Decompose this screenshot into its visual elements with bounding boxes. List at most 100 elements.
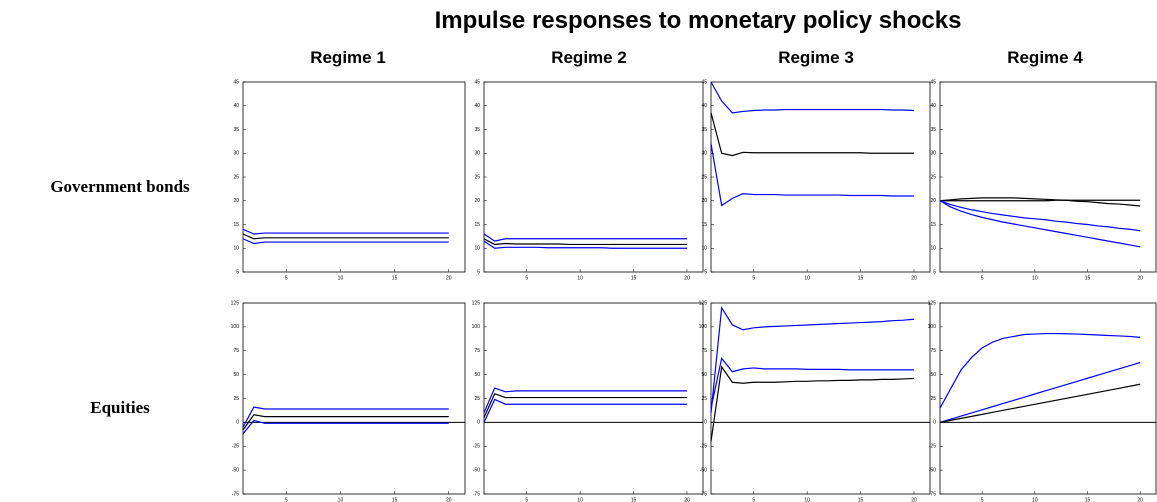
y-tick-label: 100	[928, 324, 937, 330]
y-tick-label: 10	[474, 246, 480, 252]
series-line	[242, 414, 449, 431]
y-tick-label: 0	[477, 420, 480, 426]
y-tick-label: 10	[930, 246, 936, 252]
y-tick-label: 30	[930, 151, 936, 157]
y-tick-label: -50	[929, 467, 936, 473]
x-tick-label: 10	[804, 275, 810, 281]
x-tick-label: 10	[577, 497, 583, 502]
series-line	[710, 357, 914, 409]
x-tick-label: 15	[1085, 497, 1091, 502]
y-tick-label: 30	[474, 151, 480, 157]
series-line	[483, 238, 687, 246]
series-line	[939, 200, 1141, 248]
y-tick-label: 100	[231, 324, 240, 330]
x-tick-label: 15	[1085, 275, 1091, 281]
series-line	[483, 387, 687, 414]
y-tick-label: 10	[233, 246, 239, 252]
y-tick-label: 45	[701, 79, 707, 85]
series-line	[710, 81, 915, 114]
y-tick-label: 15	[701, 222, 707, 228]
y-tick-label: -75	[929, 491, 936, 497]
y-tick-label: 25	[474, 174, 480, 180]
y-tick-label: 50	[233, 372, 239, 378]
series-line	[242, 228, 449, 235]
y-tick-label: 35	[930, 127, 936, 133]
x-tick-label: 5	[752, 275, 755, 281]
x-tick-label: 20	[1137, 275, 1143, 281]
y-tick-label: 5	[477, 269, 480, 275]
series-line	[483, 233, 687, 242]
y-tick-label: -25	[700, 444, 707, 450]
series-line	[710, 305, 915, 413]
y-tick-label: 100	[472, 324, 481, 330]
y-tick-label: -25	[929, 444, 936, 450]
series-line	[710, 112, 914, 157]
y-tick-label: 75	[233, 348, 239, 354]
y-tick-label: 25	[233, 174, 239, 180]
y-tick-label: 15	[930, 222, 936, 228]
y-tick-label: -50	[473, 467, 480, 473]
y-tick-label: 45	[930, 79, 936, 85]
x-tick-label: 15	[858, 275, 864, 281]
y-tick-label: 5	[704, 269, 707, 275]
y-tick-label: 50	[474, 372, 480, 378]
column-title: Regime 4	[1007, 48, 1083, 67]
y-tick-label: -75	[473, 491, 480, 497]
series-line	[242, 419, 449, 435]
series-line	[939, 383, 1141, 423]
plot-frame	[939, 302, 1157, 495]
row-label: Equities	[90, 398, 150, 417]
series-line	[483, 398, 687, 423]
x-tick-label: 10	[1032, 497, 1038, 502]
series-line	[242, 406, 449, 428]
y-tick-label: 125	[928, 300, 937, 306]
series-line	[242, 238, 449, 245]
y-tick-label: 20	[930, 198, 936, 204]
y-tick-label: 50	[701, 372, 707, 378]
y-tick-label: 50	[930, 372, 936, 378]
x-tick-label: 15	[631, 497, 637, 502]
y-tick-label: 75	[701, 348, 707, 354]
x-tick-label: 5	[981, 275, 984, 281]
x-tick-label: 20	[446, 497, 452, 502]
x-tick-label: 15	[392, 275, 398, 281]
y-tick-label: -50	[232, 467, 239, 473]
x-tick-label: 5	[285, 275, 288, 281]
y-tick-label: 20	[233, 198, 239, 204]
plot-frame	[242, 302, 466, 495]
x-tick-label: 20	[1137, 497, 1143, 502]
series-line	[483, 392, 687, 418]
series-line	[939, 361, 1141, 423]
y-tick-label: 25	[701, 174, 707, 180]
column-title: Regime 1	[310, 48, 386, 67]
y-tick-label: 0	[704, 420, 707, 426]
series-line	[939, 197, 1141, 207]
y-tick-label: 75	[474, 348, 480, 354]
x-tick-label: 10	[338, 275, 344, 281]
series-line	[483, 240, 687, 249]
x-tick-label: 15	[392, 497, 398, 502]
y-tick-label: 10	[701, 246, 707, 252]
series-line	[939, 200, 1141, 232]
y-tick-label: 5	[236, 269, 239, 275]
y-tick-label: 0	[236, 420, 239, 426]
x-tick-label: 5	[285, 497, 288, 502]
y-tick-label: -75	[700, 491, 707, 497]
column-title: Regime 2	[551, 48, 627, 67]
plot-frame	[483, 302, 704, 495]
plot-frame	[710, 302, 931, 495]
y-tick-label: 40	[930, 103, 936, 109]
y-tick-label: 25	[474, 396, 480, 402]
y-tick-label: 40	[233, 103, 239, 109]
x-tick-label: 20	[446, 275, 452, 281]
x-tick-label: 10	[577, 275, 583, 281]
main-title: Impulse responses to monetary policy sho…	[435, 7, 962, 34]
y-tick-label: 45	[233, 79, 239, 85]
y-tick-label: 15	[233, 222, 239, 228]
y-tick-label: 100	[699, 324, 708, 330]
column-title: Regime 3	[778, 48, 854, 67]
row-label: Government bonds	[50, 177, 190, 196]
y-tick-label: 20	[474, 198, 480, 204]
y-tick-label: 25	[701, 396, 707, 402]
